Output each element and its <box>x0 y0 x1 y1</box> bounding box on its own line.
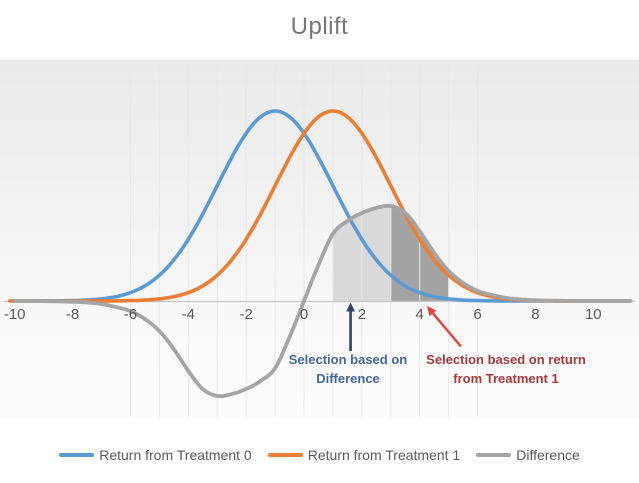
x-tick-label: -4 <box>181 306 195 323</box>
x-tick-label: -8 <box>65 306 80 323</box>
x-tick-label: 0 <box>299 306 309 323</box>
x-tick-label: 6 <box>473 306 482 323</box>
annotation-selection-difference: Selection based on Difference <box>268 350 428 388</box>
legend-swatch-orange-line <box>267 453 303 457</box>
legend-item-treatment1: Return from Treatment 1 <box>267 447 461 463</box>
plot-area-background <box>0 60 639 418</box>
legend: Return from Treatment 0 Return from Trea… <box>0 444 639 466</box>
chart-title: Uplift <box>290 13 349 40</box>
annotation-selection-treatment1: Selection based on return from Treatment… <box>420 350 592 388</box>
x-tick-label: 4 <box>415 306 424 323</box>
legend-item-difference: Difference <box>476 447 580 463</box>
legend-label: Return from Treatment 1 <box>307 447 461 463</box>
annotation-text-line: Selection based on <box>288 352 408 367</box>
x-tick-label: 8 <box>531 306 540 323</box>
legend-label: Return from Treatment 0 <box>99 447 252 463</box>
legend-label: Difference <box>516 447 580 463</box>
x-tick-label: -10 <box>3 306 26 323</box>
annotation-text-line: Selection based on return <box>426 352 586 367</box>
legend-item-treatment0: Return from Treatment 0 <box>59 447 252 463</box>
legend-swatch-gray-line <box>476 453 512 457</box>
annotation-text-line: from Treatment 1 <box>453 371 559 386</box>
annotation-text-line: Difference <box>316 371 380 386</box>
x-tick-label: 2 <box>357 306 367 323</box>
x-tick-label: -2 <box>239 306 253 323</box>
x-tick-label: 10 <box>584 306 602 323</box>
legend-swatch-blue-line <box>59 453 95 457</box>
x-tick-label: -6 <box>123 306 138 323</box>
